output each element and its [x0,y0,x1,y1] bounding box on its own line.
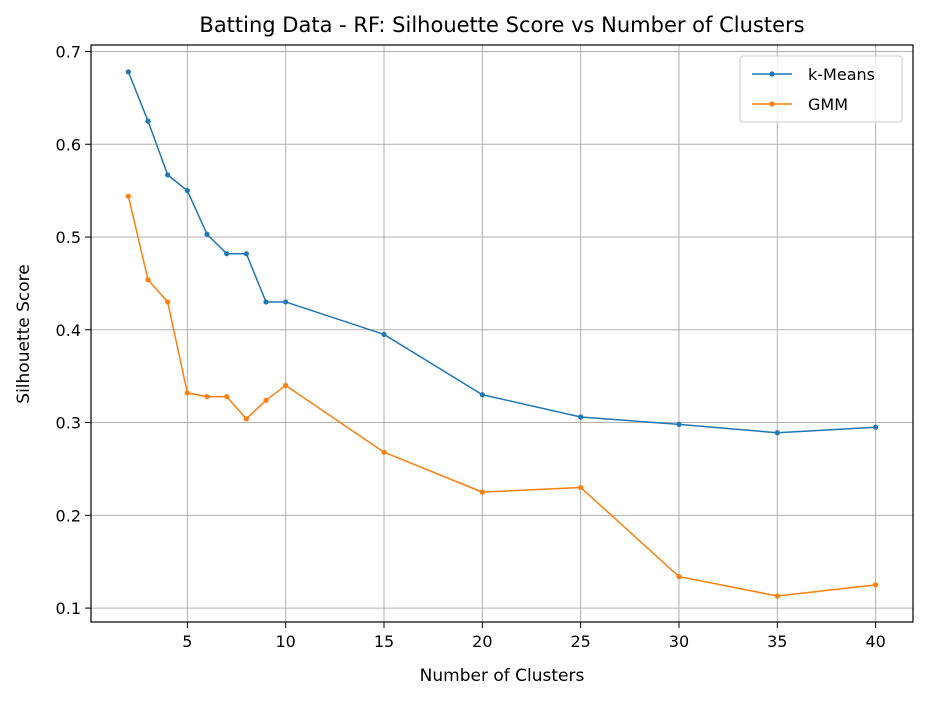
y-tick-label: 0.4 [56,321,81,340]
data-point-gmm [224,393,230,400]
data-point-gmm [125,193,131,199]
x-tick-label: 40 [865,632,885,651]
data-point-k-means [165,172,171,178]
data-point-k-means [283,299,289,305]
data-point-gmm [184,390,190,396]
data-point-gmm [283,382,289,389]
legend: k-Means GMM [739,55,903,123]
series-layer [125,69,879,599]
series-k-means [125,69,879,436]
data-point-gmm [774,593,780,599]
data-point-gmm [243,416,249,422]
data-point-gmm [204,393,210,400]
data-point-k-means [774,430,780,436]
data-point-gmm [381,449,387,455]
x-tick-label: 35 [767,632,787,651]
data-point-k-means [184,188,190,194]
data-point-k-means [243,251,249,257]
data-point-gmm [165,299,171,305]
chart-title: Batting Data - RF: Silhouette Score vs N… [199,13,804,37]
data-point-k-means [381,331,387,338]
data-point-k-means [479,392,485,398]
x-tick-label: 20 [472,632,492,651]
x-axis-label: Number of Clusters [420,666,585,686]
data-point-gmm [873,582,879,588]
data-point-k-means [263,299,269,305]
data-point-k-means [873,424,879,430]
x-tick-label: 15 [374,632,394,651]
y-tick-label: 0.5 [56,228,81,247]
data-point-gmm [676,573,682,580]
y-tick-label: 0.6 [56,135,81,154]
data-point-k-means [145,118,151,124]
legend-marker-gmm [769,101,775,107]
x-tick-label: 30 [669,632,689,651]
grid [91,45,913,622]
data-point-k-means [204,231,210,237]
legend-marker-k-means [769,71,775,77]
data-point-gmm [479,489,485,495]
series-gmm [125,193,879,599]
data-point-k-means [125,69,131,75]
y-tick-label: 0.2 [56,506,81,525]
data-point-gmm [263,397,269,403]
legend-label-k-means: k-Means [808,65,875,84]
y-axis-label: Silhouette Score [14,264,34,403]
legend-label-gmm: GMM [808,95,848,114]
data-point-k-means [676,421,682,428]
x-tick-label: 25 [570,632,590,651]
x-tick-label: 5 [182,632,192,651]
data-point-gmm [578,484,584,491]
y-tick-label: 0.7 [56,42,81,61]
x-tick-label: 10 [276,632,296,651]
y-tick-label: 0.1 [56,599,81,618]
data-point-gmm [145,277,151,283]
data-point-k-means [224,251,230,257]
ticks: 5 10 15 20 25 30 35 40 0.1 0.2 0.3 0.4 0.5 0.6 0.7 [56,42,886,651]
legend-box [739,55,903,123]
plot-frame [90,44,914,623]
data-point-k-means [578,414,584,420]
y-tick-label: 0.3 [56,414,81,433]
